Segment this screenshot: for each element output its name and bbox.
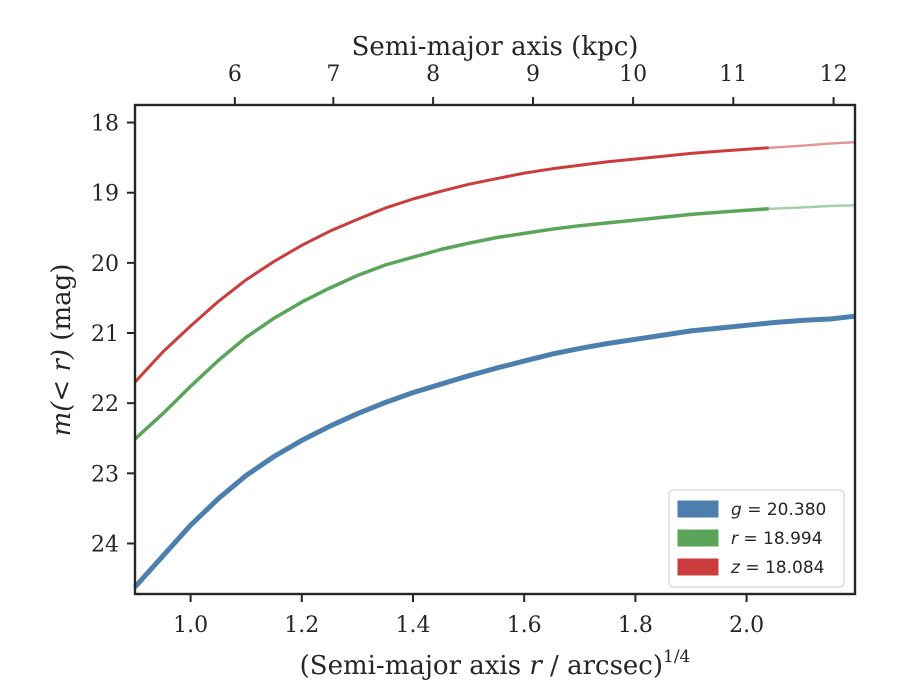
top-axis-ticks: 6 7 8 9 10 11 12: [228, 62, 848, 105]
y-tick-label: 23: [91, 462, 119, 487]
y-tick-label: 19: [91, 182, 119, 207]
x-tick-label: 1.4: [395, 613, 430, 638]
y-axis-title: m(< r) (mag): [47, 264, 77, 437]
y-tick-label: 18: [91, 112, 119, 137]
top-tick-label: 11: [719, 62, 747, 87]
top-tick-label: 7: [326, 62, 340, 87]
series-g-line: [133, 313, 856, 589]
plot-frame: [133, 103, 857, 596]
series-layer: [133, 141, 856, 589]
x-tick-label: 2.0: [729, 613, 764, 638]
y-tick-label: 20: [91, 252, 119, 277]
x-axis-title-prefix: (Semi-major axis: [300, 651, 530, 681]
x-axis-ticks: 1.0 1.2 1.4 1.6 1.8 2.0: [173, 594, 764, 638]
y-tick-label: 21: [91, 322, 119, 347]
x-axis-title-exponent: 1/4: [663, 647, 690, 667]
legend-label-z: z = 18.084: [730, 558, 824, 578]
top-tick-label: 8: [426, 62, 440, 87]
y-tick-label: 22: [91, 392, 119, 417]
top-tick-label: 6: [228, 62, 242, 87]
x-axis-title-variable: r: [529, 651, 543, 681]
legend-label-g: g = 20.380: [731, 500, 826, 520]
x-axis-title: (Semi-major axis r / arcsec)1/4: [300, 647, 691, 681]
series-z-line: [133, 146, 769, 384]
legend-swatch-r: [677, 529, 719, 547]
y-tick-label: 24: [91, 532, 119, 557]
x-tick-label: 1.2: [284, 613, 319, 638]
x-tick-label: 1.0: [173, 613, 208, 638]
x-axis-title-suffix: / arcsec): [542, 651, 663, 681]
top-tick-label: 12: [820, 62, 848, 87]
y-axis-title-unit: (mag): [47, 264, 77, 349]
legend-items: g = 20.380 r = 18.994 z = 18.084: [677, 500, 826, 578]
y-axis-title-variable: m(< r): [47, 349, 77, 436]
x-tick-label: 1.8: [618, 613, 653, 638]
legend-label-r: r = 18.994: [731, 529, 823, 549]
series-z-faded-line: [768, 141, 856, 149]
legend: g = 20.380 r = 18.994 z = 18.084: [668, 489, 845, 588]
top-tick-label: 10: [619, 62, 647, 87]
top-tick-label: 9: [526, 62, 540, 87]
series-r-line: [133, 207, 769, 441]
legend-swatch-z: [677, 558, 719, 576]
top-axis-title: Semi-major axis (kpc): [352, 32, 639, 62]
y-axis-ticks: 18 19 20 21 22 23 24: [91, 112, 135, 557]
legend-swatch-g: [677, 500, 719, 518]
x-tick-label: 1.6: [507, 613, 542, 638]
series-r-faded-line: [768, 204, 856, 210]
